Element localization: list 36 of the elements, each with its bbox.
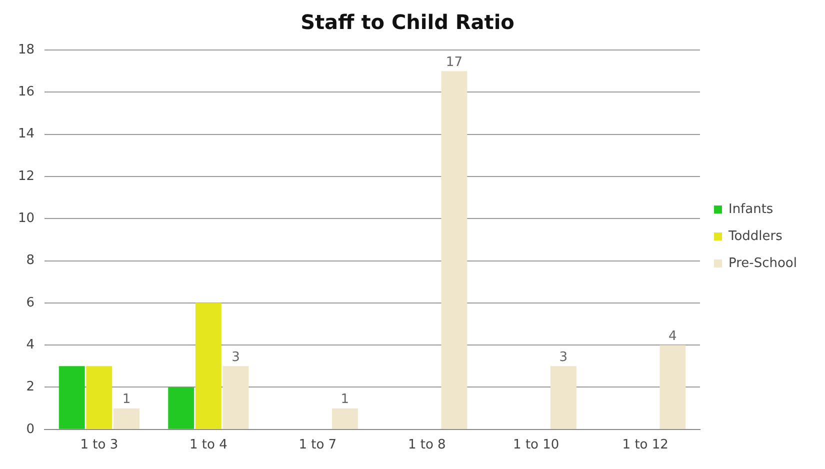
bar xyxy=(168,387,194,429)
legend-label: Pre-School xyxy=(728,256,798,271)
x-tick-label: 1 to 7 xyxy=(298,438,337,453)
bar xyxy=(86,366,112,429)
bar xyxy=(114,408,140,429)
y-tick-label: 16 xyxy=(18,84,35,100)
y-tick-label: 6 xyxy=(26,295,35,310)
data-label: 1 xyxy=(340,392,350,408)
data-label: 1 xyxy=(122,392,131,408)
bar xyxy=(58,366,85,429)
x-tick-label: 1 to 4 xyxy=(189,438,228,453)
data-label: 3 xyxy=(232,350,240,366)
data-label: 4 xyxy=(668,328,677,344)
legend-label: Infants xyxy=(728,202,774,217)
bar xyxy=(332,408,358,429)
chart-title: Staff to Child Ratio xyxy=(300,10,514,34)
y-tick-label: 18 xyxy=(18,42,35,58)
data-label: 17 xyxy=(446,54,462,70)
x-tick-label: 1 to 3 xyxy=(80,438,118,453)
bar xyxy=(550,366,576,429)
bar xyxy=(222,366,249,429)
x-tick-label: 1 to 8 xyxy=(408,438,446,453)
x-tick-label: 1 to 12 xyxy=(622,438,668,453)
y-tick-label: 14 xyxy=(18,126,35,142)
bar xyxy=(441,71,468,429)
y-tick-label: 4 xyxy=(26,337,35,352)
legend-label: Toddlers xyxy=(727,228,783,244)
data-label: 3 xyxy=(559,350,568,366)
bar xyxy=(195,302,222,429)
y-tick-label: 2 xyxy=(26,380,35,395)
y-tick-label: 8 xyxy=(26,253,35,268)
bar xyxy=(660,345,686,429)
y-tick-label: 12 xyxy=(18,168,35,184)
x-tick-label: 1 to 10 xyxy=(513,438,560,453)
y-tick-label: 0 xyxy=(26,422,35,437)
y-tick-label: 10 xyxy=(18,210,35,226)
